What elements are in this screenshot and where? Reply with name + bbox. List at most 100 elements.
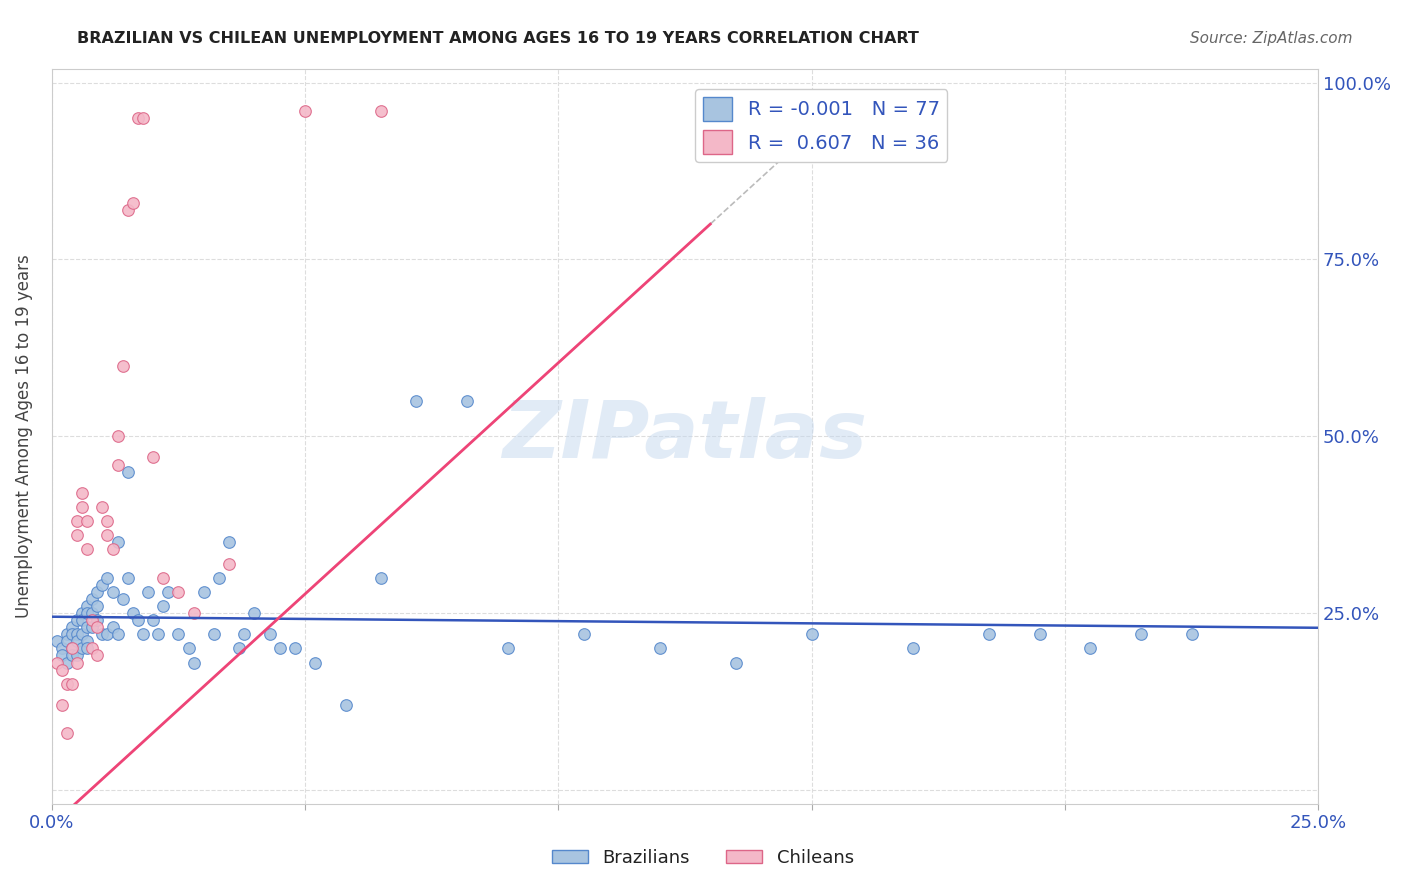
Point [70,500,93,514]
Point [45,634,67,648]
Point [56,726,79,740]
Point [304,656,326,670]
Point [157,584,180,599]
Point [66,627,89,641]
Point [86,613,108,627]
Point [142,613,165,627]
Point [96,514,118,528]
Point [60,627,83,641]
Point [56,656,79,670]
Point [86,648,108,663]
Point [91,627,114,641]
Point [96,627,118,641]
Point [60,641,83,656]
Point [233,627,256,641]
Point [107,627,129,641]
Point [1129,627,1152,641]
Point [117,571,139,585]
Point [177,641,200,656]
Point [294,103,316,118]
Point [107,429,129,443]
Point [370,103,392,118]
Point [977,627,1000,641]
Point [82,591,104,606]
Point [66,648,89,663]
Point [91,500,114,514]
Point [86,584,108,599]
Point [183,656,205,670]
Point [107,458,129,472]
Point [107,535,129,549]
Point [127,111,149,125]
Point [370,571,392,585]
Point [70,641,93,656]
Point [66,634,89,648]
Point [572,627,595,641]
Point [146,627,169,641]
Point [456,393,478,408]
Point [405,393,427,408]
Point [76,599,98,613]
Point [228,641,250,656]
Point [218,557,240,571]
Point [121,195,143,210]
Point [648,641,671,656]
Point [76,514,98,528]
Text: Source: ZipAtlas.com: Source: ZipAtlas.com [1189,31,1353,46]
Point [1180,627,1202,641]
Point [183,606,205,620]
Point [76,542,98,557]
Point [56,627,79,641]
Point [1078,641,1101,656]
Point [82,606,104,620]
Point [60,620,83,634]
Point [70,606,93,620]
Point [152,599,174,613]
Point [269,641,291,656]
Point [284,641,307,656]
Legend: Brazilians, Chileans: Brazilians, Chileans [546,842,860,874]
Point [82,613,104,627]
Point [193,584,215,599]
Point [60,677,83,691]
Point [132,627,155,641]
Point [724,656,747,670]
Point [56,677,79,691]
Point [101,542,124,557]
Point [101,584,124,599]
Point [167,584,190,599]
Point [101,620,124,634]
Point [51,648,73,663]
Point [127,613,149,627]
Point [76,620,98,634]
Y-axis label: Unemployment Among Ages 16 to 19 years: Unemployment Among Ages 16 to 19 years [15,254,32,618]
Point [76,634,98,648]
Legend: R = -0.001   N = 77, R =  0.607   N = 36: R = -0.001 N = 77, R = 0.607 N = 36 [695,89,948,162]
Point [121,606,143,620]
Point [142,450,165,465]
Point [70,627,93,641]
Point [117,202,139,217]
Point [60,648,83,663]
Point [82,641,104,656]
Point [66,613,89,627]
Point [66,528,89,542]
Point [76,641,98,656]
Point [66,656,89,670]
Point [1028,627,1050,641]
Point [96,571,118,585]
Point [91,578,114,592]
Point [82,620,104,634]
Point [51,698,73,712]
Point [56,634,79,648]
Point [111,591,134,606]
Point [51,641,73,656]
Point [152,571,174,585]
Point [208,571,231,585]
Point [136,584,159,599]
Point [70,485,93,500]
Point [243,606,266,620]
Point [60,641,83,656]
Point [86,599,108,613]
Point [218,535,240,549]
